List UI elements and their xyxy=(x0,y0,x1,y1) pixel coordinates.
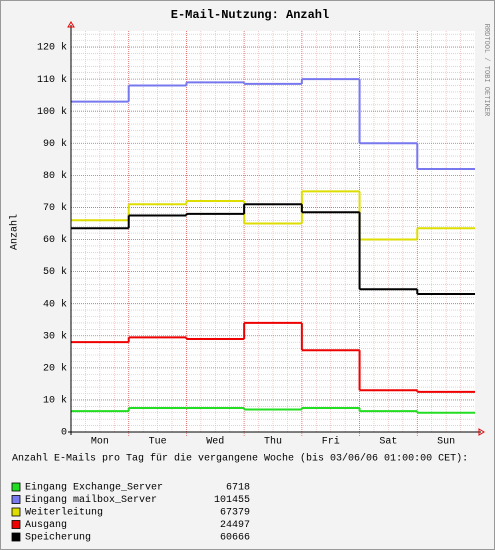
legend-swatch xyxy=(11,520,21,529)
y-tick-label: 20 k xyxy=(43,362,67,374)
legend-swatch xyxy=(11,532,21,542)
legend-label: Eingang mailbox_Server xyxy=(25,494,157,506)
axis-arrow xyxy=(67,21,75,28)
x-tick-label: Tue xyxy=(149,437,167,448)
legend-swatch xyxy=(11,495,21,504)
x-tick-label: Mon xyxy=(91,437,109,448)
x-tick-label: Fri xyxy=(322,436,340,448)
y-tick-label: 50 k xyxy=(43,266,67,278)
y-tick-label: 30 k xyxy=(43,330,67,342)
legend-label: Eingang Exchange_Server xyxy=(25,482,163,494)
y-tick-label: 110 k xyxy=(37,74,67,86)
y-tick-label: 100 k xyxy=(37,106,67,118)
legend-swatch xyxy=(11,507,21,517)
legend-label: Speicherung xyxy=(25,532,91,544)
y-tick-label: 40 k xyxy=(43,298,67,310)
legend-label: Ausgang xyxy=(25,520,67,531)
x-tick-label: Thu xyxy=(264,436,282,448)
y-tick-label: 0 xyxy=(61,428,67,439)
chart-title: E-Mail-Nutzung: Anzahl xyxy=(171,8,329,22)
y-tick-label: 80 k xyxy=(43,170,67,182)
legend-value: 6718 xyxy=(226,483,250,494)
footer: Anzahl E-Mails pro Tag für die vergangen… xyxy=(12,453,468,465)
legend-label: Weiterleitung xyxy=(25,507,103,519)
x-tick-label: Sat xyxy=(379,437,397,448)
y-tick-label: 60 k xyxy=(43,234,67,246)
legend-value: 60666 xyxy=(220,533,250,544)
legend-swatch xyxy=(11,482,21,492)
axis-arrow xyxy=(478,428,485,436)
watermark: RRDTOOL / TOBI OETIKER xyxy=(482,24,490,117)
y-tick-label: 120 k xyxy=(37,42,67,54)
legend-value: 24497 xyxy=(220,520,250,531)
y-tick-label: 10 k xyxy=(43,395,67,407)
y-tick-label: 90 k xyxy=(43,138,67,150)
legend-value: 101455 xyxy=(214,495,250,506)
y-axis-label: Anzahl xyxy=(9,214,21,250)
x-tick-label: Wed xyxy=(206,436,224,448)
y-tick-label: 70 k xyxy=(43,202,67,214)
x-tick-label: Sun xyxy=(437,437,455,448)
legend-value: 67379 xyxy=(220,508,250,519)
